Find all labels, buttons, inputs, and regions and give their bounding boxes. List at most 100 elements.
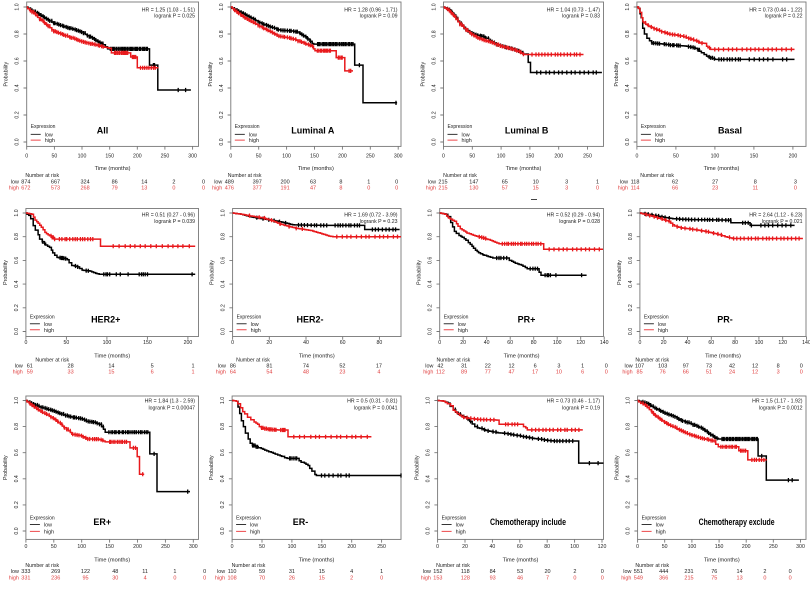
svg-text:low: low <box>428 180 436 186</box>
svg-text:84: 84 <box>490 569 496 575</box>
svg-text:low: low <box>458 322 466 328</box>
svg-text:377: 377 <box>253 186 262 192</box>
svg-text:20: 20 <box>661 340 667 346</box>
svg-text:0.2: 0.2 <box>628 304 634 311</box>
svg-text:0.0: 0.0 <box>432 138 438 145</box>
svg-text:20: 20 <box>462 544 468 550</box>
svg-text:86: 86 <box>230 363 236 369</box>
svg-text:0.8: 0.8 <box>628 233 634 240</box>
svg-text:HR = 2.64 (1.12 - 6.23): HR = 2.64 (1.12 - 6.23) <box>749 213 802 219</box>
svg-text:logrank P = 0.09: logrank P = 0.09 <box>360 14 398 20</box>
svg-text:50: 50 <box>662 544 668 550</box>
svg-text:42: 42 <box>729 363 735 369</box>
svg-text:24: 24 <box>729 369 735 375</box>
svg-text:high: high <box>44 529 54 535</box>
svg-text:0.8: 0.8 <box>626 423 632 430</box>
svg-text:Time (months): Time (months) <box>504 353 540 359</box>
svg-text:20: 20 <box>460 340 466 346</box>
svg-text:250: 250 <box>377 544 386 550</box>
svg-text:40: 40 <box>685 340 691 346</box>
svg-text:0.8: 0.8 <box>428 233 434 240</box>
svg-text:66: 66 <box>683 369 689 375</box>
svg-text:Number at risk: Number at risk <box>437 357 471 363</box>
svg-text:Expression: Expression <box>442 515 467 521</box>
svg-text:0.2: 0.2 <box>432 111 438 118</box>
svg-text:2: 2 <box>172 180 175 186</box>
svg-text:0.8: 0.8 <box>432 30 438 37</box>
svg-text:15: 15 <box>319 569 325 575</box>
svg-text:0.2: 0.2 <box>15 111 21 118</box>
svg-text:3: 3 <box>565 180 568 186</box>
svg-text:low: low <box>623 569 631 575</box>
svg-text:All: All <box>97 126 109 136</box>
svg-text:1.0: 1.0 <box>219 3 225 10</box>
svg-text:logrank P = 0.22: logrank P = 0.22 <box>765 14 803 20</box>
svg-text:100: 100 <box>78 153 87 159</box>
svg-text:low: low <box>11 180 19 186</box>
svg-text:0.8: 0.8 <box>220 423 226 430</box>
svg-text:0: 0 <box>24 544 27 550</box>
svg-text:30: 30 <box>112 576 118 582</box>
svg-text:33: 33 <box>68 369 74 375</box>
svg-text:31: 31 <box>461 363 467 369</box>
svg-text:high: high <box>249 138 259 144</box>
svg-text:59: 59 <box>259 569 265 575</box>
svg-text:8: 8 <box>754 180 757 186</box>
svg-text:3: 3 <box>557 363 560 369</box>
svg-text:0.4: 0.4 <box>15 84 21 91</box>
svg-text:high: high <box>621 576 631 582</box>
svg-text:100: 100 <box>288 544 297 550</box>
svg-text:0: 0 <box>202 186 205 192</box>
svg-text:low: low <box>658 322 666 328</box>
svg-text:Time (months): Time (months) <box>704 166 740 172</box>
svg-text:low: low <box>456 523 464 529</box>
svg-text:8: 8 <box>339 180 342 186</box>
svg-text:0.6: 0.6 <box>628 257 634 264</box>
svg-text:17: 17 <box>532 369 538 375</box>
svg-text:100: 100 <box>497 153 506 159</box>
svg-text:0.8: 0.8 <box>15 30 21 37</box>
svg-text:0: 0 <box>601 576 604 582</box>
svg-text:0: 0 <box>789 576 792 582</box>
svg-text:Expression: Expression <box>237 314 262 320</box>
svg-text:Expression: Expression <box>30 314 55 320</box>
svg-text:0.6: 0.6 <box>432 57 438 64</box>
svg-text:high: high <box>9 186 19 192</box>
svg-text:high: high <box>9 576 19 582</box>
svg-text:Probability: Probability <box>421 61 427 86</box>
svg-text:Time (months): Time (months) <box>94 353 130 359</box>
svg-text:95: 95 <box>82 576 88 582</box>
svg-text:0.6: 0.6 <box>14 257 20 264</box>
svg-text:0.8: 0.8 <box>14 423 20 430</box>
svg-text:476: 476 <box>225 186 234 192</box>
svg-text:11: 11 <box>752 186 758 192</box>
svg-text:Number at risk: Number at risk <box>232 563 266 569</box>
svg-text:0.4: 0.4 <box>220 475 226 482</box>
svg-text:153: 153 <box>433 576 442 582</box>
svg-text:5: 5 <box>151 363 154 369</box>
svg-text:12: 12 <box>752 369 758 375</box>
svg-text:logrank P = 0.025: logrank P = 0.025 <box>154 14 195 20</box>
svg-text:1.0: 1.0 <box>14 397 20 404</box>
svg-text:0.8: 0.8 <box>221 233 227 240</box>
svg-text:0.4: 0.4 <box>626 475 632 482</box>
svg-text:444: 444 <box>659 569 668 575</box>
svg-text:200: 200 <box>133 544 142 550</box>
svg-text:108: 108 <box>228 576 237 582</box>
svg-text:1: 1 <box>581 363 584 369</box>
svg-text:1.0: 1.0 <box>628 209 634 216</box>
svg-text:Time (months): Time (months) <box>704 558 740 564</box>
svg-text:100: 100 <box>570 544 579 550</box>
svg-text:15: 15 <box>319 576 325 582</box>
svg-text:50: 50 <box>673 153 679 159</box>
svg-text:150: 150 <box>715 544 724 550</box>
svg-text:50: 50 <box>256 153 262 159</box>
svg-text:50: 50 <box>52 153 58 159</box>
svg-text:28: 28 <box>68 363 74 369</box>
svg-text:logrank P = 0.83: logrank P = 0.83 <box>562 14 600 20</box>
svg-text:118: 118 <box>461 569 470 575</box>
svg-text:103: 103 <box>658 363 667 369</box>
svg-text:logrank P = 0.021: logrank P = 0.021 <box>762 219 803 225</box>
svg-text:150: 150 <box>105 153 114 159</box>
svg-text:20: 20 <box>266 340 272 346</box>
